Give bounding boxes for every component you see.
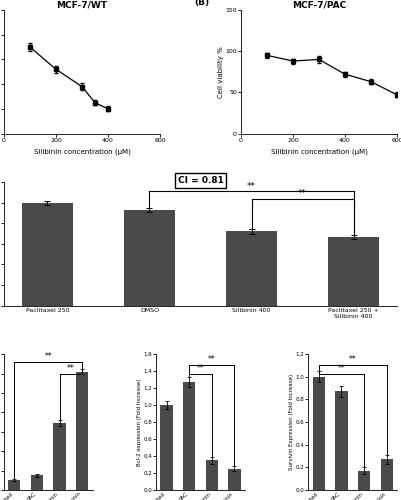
Bar <box>335 392 348 490</box>
Text: (B): (B) <box>194 0 209 6</box>
Bar <box>31 476 43 490</box>
Bar <box>53 423 66 490</box>
Y-axis label: Bcl-2 expression (Fold Increase): Bcl-2 expression (Fold Increase) <box>137 378 142 466</box>
Bar <box>226 232 277 306</box>
Y-axis label: Cell viability %: Cell viability % <box>218 46 224 98</box>
Bar <box>206 460 218 490</box>
Bar <box>124 210 175 306</box>
Text: **: ** <box>349 356 356 364</box>
Bar <box>381 460 393 490</box>
Text: CI = 0.81: CI = 0.81 <box>178 176 223 185</box>
Text: **: ** <box>247 182 256 191</box>
Bar <box>76 372 89 490</box>
Y-axis label: Survivin Expression (Fold Increase): Survivin Expression (Fold Increase) <box>289 374 294 470</box>
Bar <box>183 382 195 490</box>
Title: MCF-7/PAC: MCF-7/PAC <box>292 0 346 9</box>
Text: **: ** <box>196 364 205 373</box>
Bar <box>22 202 73 306</box>
X-axis label: Silibinin concentration (μM): Silibinin concentration (μM) <box>271 148 367 155</box>
X-axis label: Silibinin concentration (μM): Silibinin concentration (μM) <box>34 148 130 155</box>
Bar <box>160 405 173 490</box>
Text: **: ** <box>45 352 52 361</box>
Bar <box>228 469 241 490</box>
Text: **: ** <box>338 364 345 374</box>
Text: **: ** <box>208 356 216 364</box>
Bar <box>312 377 325 490</box>
Text: **: ** <box>298 189 307 198</box>
Text: **: ** <box>67 364 75 372</box>
Bar <box>328 236 379 306</box>
Title: MCF-7/WT: MCF-7/WT <box>57 0 107 9</box>
Bar <box>8 480 20 490</box>
Bar <box>358 470 370 490</box>
